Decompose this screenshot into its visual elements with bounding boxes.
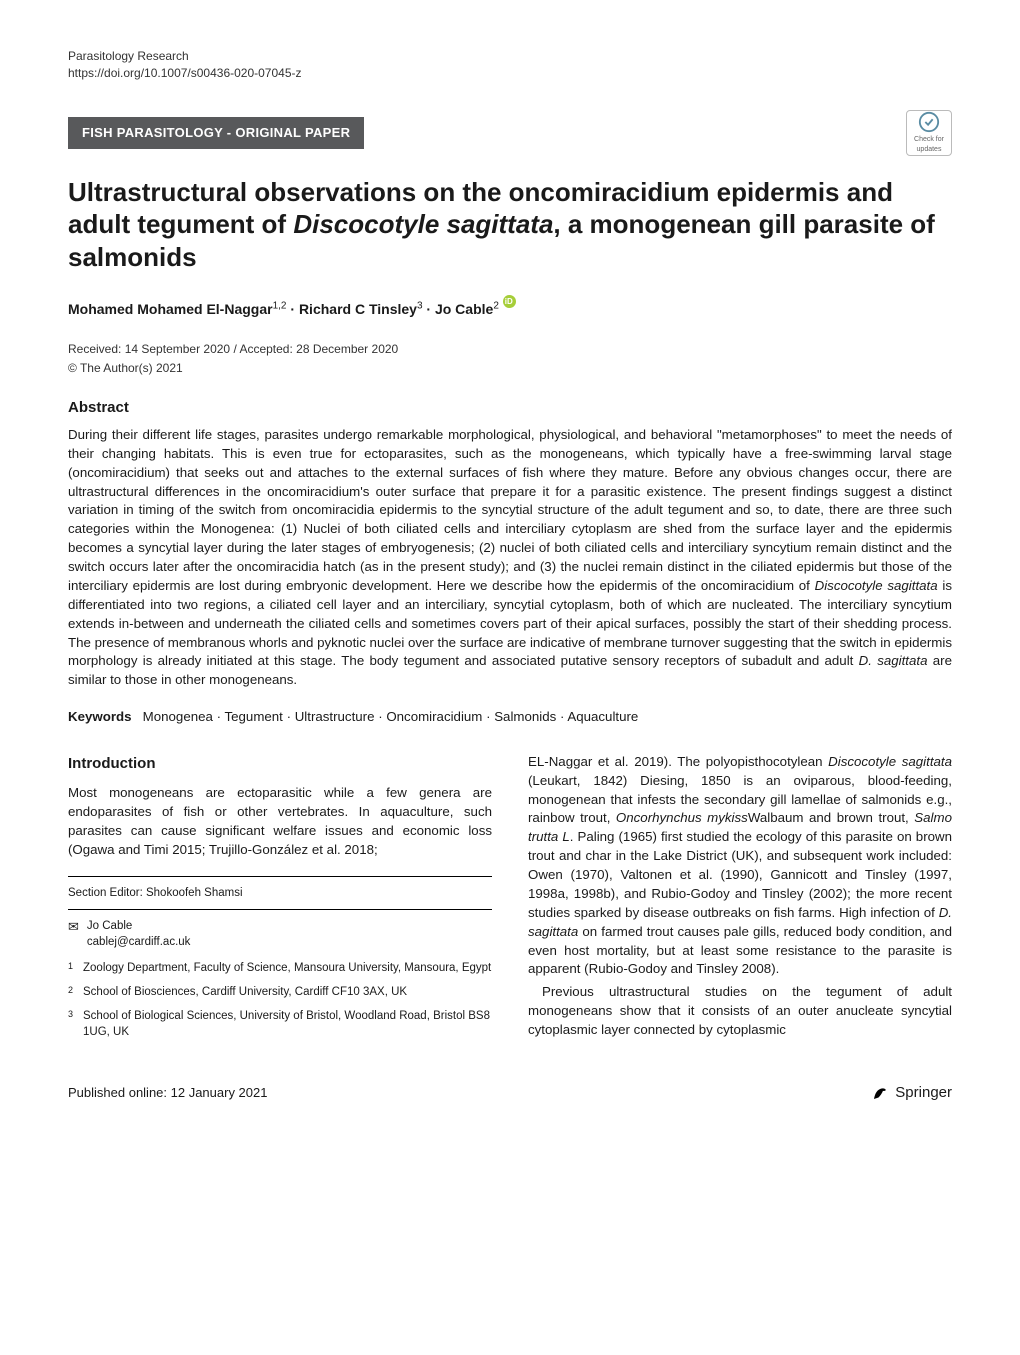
c2-p5: on farmed trout causes pale gills, reduc… — [528, 924, 952, 977]
publisher-name: Springer — [895, 1082, 952, 1103]
corresponding-author: ✉ Jo Cable cablej@cardiff.ac.uk — [68, 918, 492, 950]
header-meta: Parasitology Research https://doi.org/10… — [68, 48, 952, 82]
authors-text: Mohamed Mohamed El-Naggar1,2 · Richard C… — [68, 301, 499, 317]
copyright-line: © The Author(s) 2021 — [68, 360, 952, 377]
published-online: Published online: 12 January 2021 — [68, 1084, 267, 1102]
introduction-heading: Introduction — [68, 753, 492, 774]
keywords-label: Keywords — [68, 709, 132, 724]
affiliation-1: 1 Zoology Department, Faculty of Science… — [68, 960, 492, 976]
orcid-icon[interactable] — [503, 295, 516, 308]
c2-p1: EL-Naggar et al. 2019). The polyopisthoc… — [528, 754, 828, 769]
affiliation-2: 2 School of Biosciences, Cardiff Univers… — [68, 984, 492, 1000]
column-left: Introduction Most monogeneans are ectopa… — [68, 753, 492, 1048]
c2-p4: . Paling (1965) first studied the ecolog… — [528, 829, 952, 920]
intro-col2-para1: EL-Naggar et al. 2019). The polyopisthoc… — [528, 753, 952, 980]
abstract-i1: Discocotyle sagittata — [815, 578, 938, 593]
article-title: Ultrastructural observations on the onco… — [68, 176, 952, 274]
doi-link[interactable]: https://doi.org/10.1007/s00436-020-07045… — [68, 65, 302, 82]
section-editor: Section Editor: Shokoofeh Shamsi — [68, 885, 492, 901]
affil-3-text: School of Biological Sciences, Universit… — [83, 1008, 492, 1040]
affil-1-num: 1 — [68, 960, 73, 976]
article-dates: Received: 14 September 2020 / Accepted: … — [68, 341, 952, 358]
envelope-icon: ✉ — [68, 918, 79, 950]
footnote-divider — [68, 909, 492, 910]
journal-name: Parasitology Research — [68, 48, 302, 65]
intro-col2-para2: Previous ultrastructural studies on the … — [528, 983, 952, 1040]
affil-1-text: Zoology Department, Faculty of Science, … — [83, 960, 491, 976]
affil-2-text: School of Biosciences, Cardiff Universit… — [83, 984, 407, 1000]
author-list: Mohamed Mohamed El-Naggar1,2 · Richard C… — [68, 295, 952, 319]
publisher-logo: Springer — [871, 1082, 952, 1103]
springer-horse-icon — [871, 1084, 889, 1102]
affil-2-num: 2 — [68, 984, 73, 1000]
title-species: Discocotyle sagittata — [293, 209, 553, 239]
check-updates-label: Check for updates — [907, 135, 951, 155]
abstract-heading: Abstract — [68, 397, 952, 418]
corr-email[interactable]: cablej@cardiff.ac.uk — [87, 934, 191, 950]
check-updates-icon — [918, 111, 940, 133]
abstract-p1: During their different life stages, para… — [68, 427, 952, 593]
abstract-i2: D. sagittata — [859, 653, 928, 668]
intro-col1-text: Most monogeneans are ectoparasitic while… — [68, 784, 492, 860]
corr-name: Jo Cable — [87, 918, 191, 934]
abstract-text: During their different life stages, para… — [68, 426, 952, 690]
keywords-line: Keywords Monogenea · Tegument · Ultrastr… — [68, 708, 952, 727]
body-columns: Introduction Most monogeneans are ectopa… — [68, 753, 952, 1048]
c2-p3: Walbaum and brown trout, — [748, 810, 914, 825]
affiliation-3: 3 School of Biological Sciences, Univers… — [68, 1008, 492, 1040]
column-right: EL-Naggar et al. 2019). The polyopisthoc… — [528, 753, 952, 1048]
category-badge: FISH PARASITOLOGY - ORIGINAL PAPER — [68, 117, 364, 149]
page-footer: Published online: 12 January 2021 Spring… — [68, 1082, 952, 1103]
footnotes-block: Section Editor: Shokoofeh Shamsi ✉ Jo Ca… — [68, 876, 492, 1041]
c2-i2: Oncorhynchus mykiss — [616, 810, 748, 825]
check-updates-badge[interactable]: Check for updates — [906, 110, 952, 156]
c2-i1: Discocotyle sagittata — [828, 754, 952, 769]
affil-3-num: 3 — [68, 1008, 73, 1040]
category-row: FISH PARASITOLOGY - ORIGINAL PAPER Check… — [68, 110, 952, 156]
keywords-text: Monogenea · Tegument · Ultrastructure · … — [143, 709, 639, 724]
